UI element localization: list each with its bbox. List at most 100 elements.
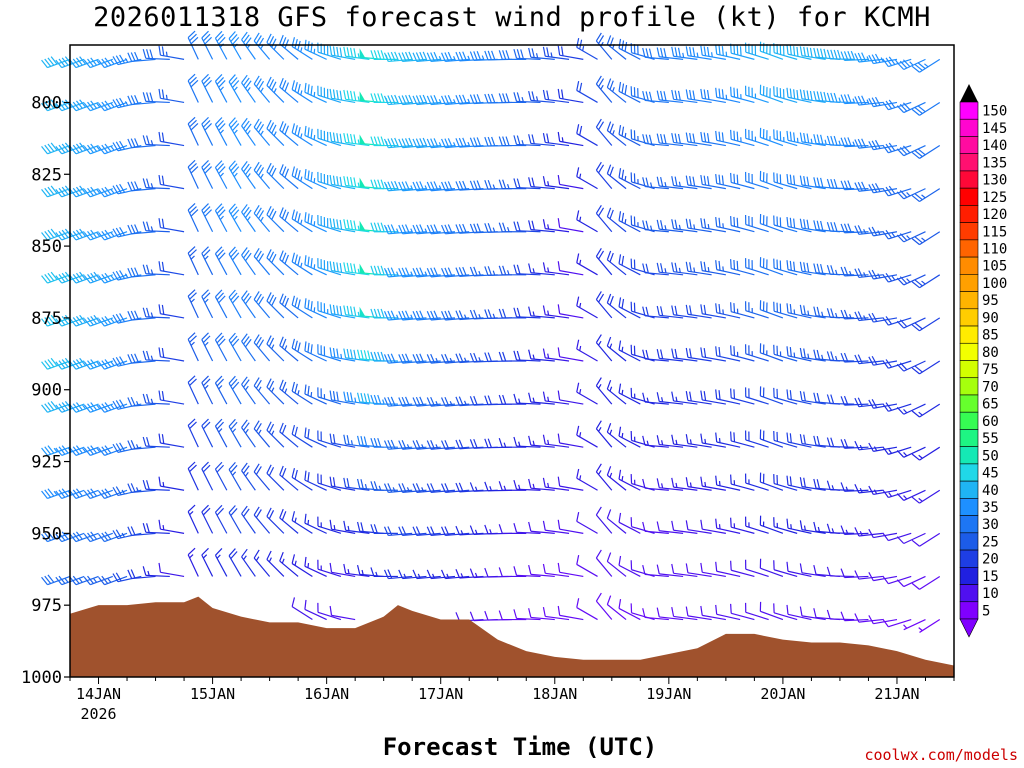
wind-barb [291,252,313,276]
wind-barb [398,526,427,537]
wind-barb [266,550,285,577]
year-tick-label: 2026 [80,705,116,723]
wind-barb [745,301,769,319]
wind-barb [618,469,641,491]
wind-barb [291,468,313,491]
wind-barb [618,340,641,362]
wind-barb [642,134,669,147]
wind-barb [241,290,256,319]
colorbar-cell [959,274,979,292]
wind-barb [201,246,214,276]
wind-barb [759,170,784,190]
wind-barb [440,224,470,235]
colorbar-tick-label: 45 [982,466,999,482]
wind-barb [253,204,271,233]
wind-barb [911,489,941,504]
wind-barb [142,307,170,319]
pressure-tick-label: 900 [31,381,62,401]
wind-barb [469,482,498,492]
wind-barb [498,437,527,448]
colorbar-tick-label: 35 [982,500,999,516]
colorbar-tick-label: 70 [982,379,999,395]
wind-barb [253,549,271,577]
wind-barb [606,293,627,319]
wind-barb [606,164,627,190]
wind-barb [595,248,613,276]
wind-barb [685,434,712,448]
wind-barb [786,217,812,233]
wind-barb [317,559,342,578]
wind-barb [83,359,113,370]
colorbar-cell [959,584,979,603]
wind-barb [542,391,570,405]
wind-barb [112,529,142,540]
wind-barb [745,258,769,276]
wind-barb [127,181,156,192]
wind-barb [228,203,242,233]
colorbar-cell [959,515,979,534]
wind-barb [642,177,669,190]
wind-barb [304,298,327,319]
wind-barb [158,261,185,276]
colorbar-tick-label: 80 [982,345,999,361]
wind-barb [700,519,726,534]
wind-barb [854,570,883,580]
wind-barb [304,212,327,233]
wind-barb [398,94,427,106]
wind-barb [576,37,598,60]
wind-barb [187,116,199,146]
colorbar-cell [959,118,979,137]
wind-barb [730,302,755,319]
wind-barb [112,54,142,66]
wind-barb [214,246,228,276]
wind-barb [642,47,669,60]
pressure-tick-label: 875 [31,309,62,329]
wind-barb [730,216,755,233]
wind-barb [187,203,199,232]
wind-barb [730,259,755,276]
wind-barb [127,353,156,364]
wind-barb [498,567,527,578]
wind-barb [317,215,342,233]
wind-barb [618,383,641,405]
wind-barb [241,31,256,60]
wind-barb [826,221,855,233]
wind-barb [786,475,812,491]
wind-barb [158,131,185,147]
wind-barb [469,525,498,536]
colorbar-tick-label: 130 [982,173,1007,189]
wind-barb [685,390,712,405]
wind-barb [799,477,826,491]
wind-barb [773,258,798,276]
wind-barb [398,569,427,580]
wind-barb [426,569,456,580]
wind-barb [642,263,669,276]
wind-barb [745,516,769,534]
colorbar-tick-label: 10 [982,586,999,602]
wind-barb [253,420,271,448]
wind-barb [759,429,784,448]
wind-barb [595,161,613,190]
credit-link[interactable]: coolwx.com/models [864,746,1018,764]
wind-barb [513,307,541,319]
wind-barb [882,229,912,240]
wind-barb [513,135,541,147]
pressure-tick-label: 950 [31,524,62,544]
wind-barb [882,185,912,197]
wind-barb [112,356,142,367]
wind-barb [557,347,584,362]
wind-barb [127,526,156,537]
wind-barb [896,101,926,114]
wind-barb [513,436,541,448]
wind-barb [142,566,170,578]
wind-barb [671,305,698,319]
wind-barb [469,439,498,449]
wind-barb [241,419,256,448]
wind-barb [158,174,185,190]
wind-barb [542,606,570,621]
colorbar-tick-label: 75 [982,362,999,378]
wind-barb [513,264,541,276]
wind-barb [642,521,669,534]
colorbar-cell [959,360,979,379]
wind-barb [595,291,613,319]
